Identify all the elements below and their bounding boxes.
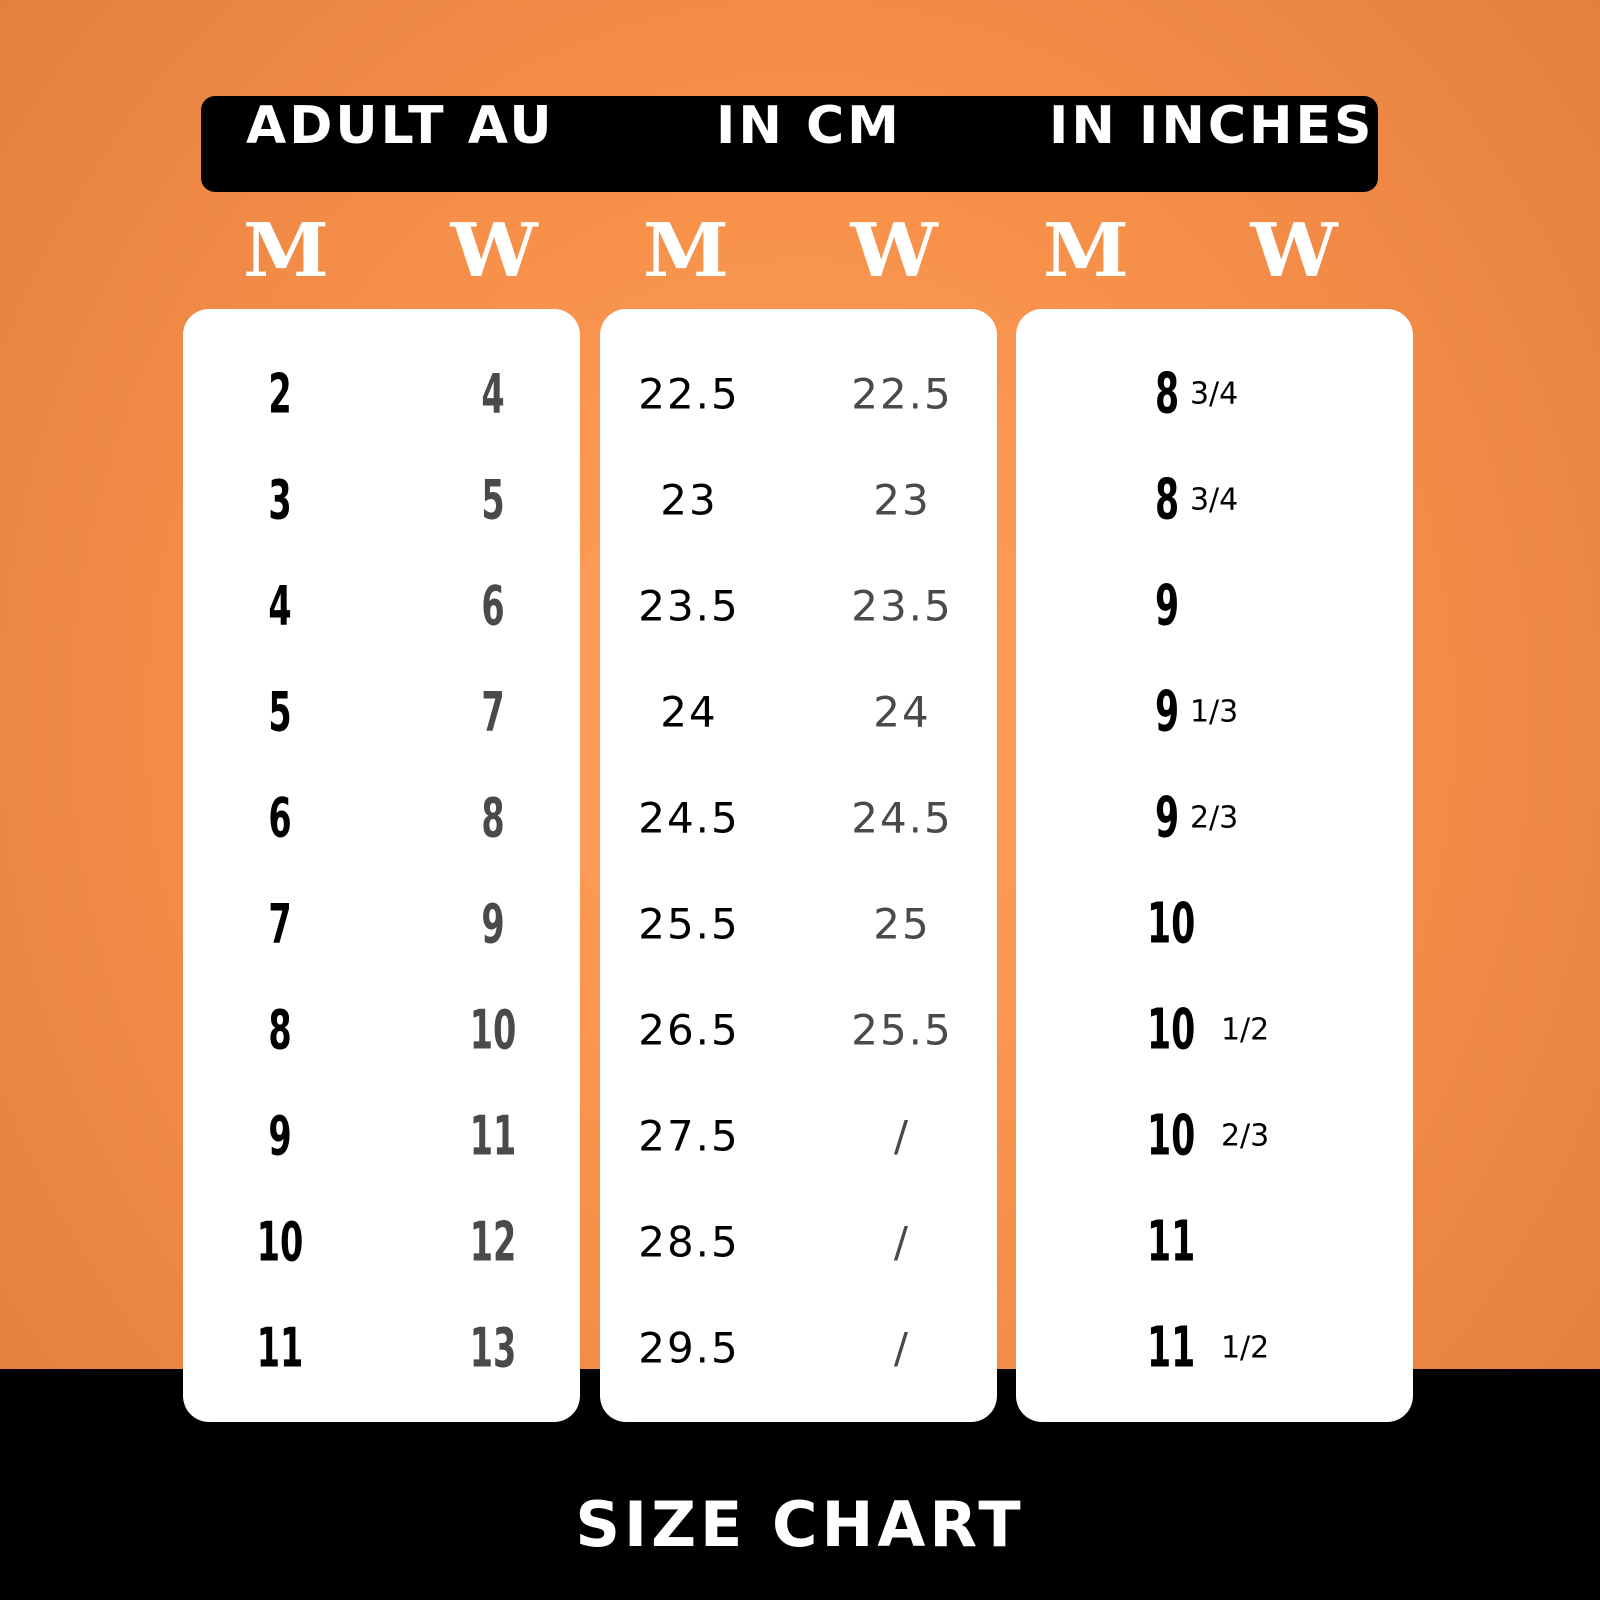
inches-fraction: 2/3 — [1189, 800, 1239, 836]
cm-m-value: 24.5 — [638, 793, 740, 843]
cm-w-value: / — [893, 1323, 911, 1373]
au-w-value: 13 — [469, 1316, 517, 1380]
inches-whole: 9 — [1155, 785, 1180, 851]
inches-whole: 9 — [1155, 679, 1180, 745]
subheader-w: W — [1250, 208, 1338, 294]
cm-w-value: / — [893, 1111, 911, 1161]
cm-m-value: 26.5 — [638, 1005, 740, 1055]
au-w-value: 4 — [481, 362, 505, 426]
au-w-value: 9 — [481, 892, 505, 956]
inches-whole: 10 — [1147, 997, 1196, 1063]
cm-m-value: 28.5 — [638, 1217, 740, 1267]
inches-value: 8 3/4 — [1155, 362, 1238, 427]
au-w-value: 8 — [481, 786, 505, 850]
cm-w-value: 24 — [873, 687, 931, 737]
inches-fraction: 1/3 — [1189, 694, 1239, 730]
inches-card — [1016, 309, 1413, 1422]
inches-whole: 10 — [1147, 1103, 1196, 1169]
au-m-value: 11 — [256, 1316, 304, 1380]
subheader-w: W — [450, 208, 538, 294]
cm-w-value: 23 — [873, 475, 931, 525]
size-chart-title: SIZE CHART — [575, 1488, 1025, 1561]
cm-m-value: 23 — [660, 475, 718, 525]
au-m-value: 9 — [268, 1104, 292, 1168]
inches-whole: 11 — [1147, 1209, 1196, 1275]
au-w-value: 11 — [469, 1104, 517, 1168]
cm-w-value: 25.5 — [851, 1005, 953, 1055]
inches-fraction: 2/3 — [1220, 1118, 1270, 1154]
au-m-value: 3 — [268, 468, 292, 532]
au-m-value: 6 — [268, 786, 292, 850]
subheader-m: M — [642, 208, 730, 294]
subheader-w: W — [850, 208, 938, 294]
cm-m-value: 22.5 — [638, 369, 740, 419]
cm-m-value: 29.5 — [638, 1323, 740, 1373]
au-m-value: 2 — [268, 362, 292, 426]
au-m-value: 4 — [268, 574, 292, 638]
au-m-value: 5 — [268, 680, 292, 744]
cm-card — [600, 309, 997, 1422]
inches-fraction: 1/2 — [1220, 1330, 1270, 1366]
inches-value: 11 1/2 — [1147, 1316, 1269, 1381]
inches-value: 9 2/3 — [1155, 786, 1238, 851]
header-in-inches: IN INCHES — [1049, 96, 1375, 156]
au-m-value: 7 — [268, 892, 292, 956]
au-m-value: 10 — [256, 1210, 304, 1274]
inches-value: 9 — [1155, 574, 1190, 639]
inches-fraction: 3/4 — [1189, 376, 1239, 412]
cm-w-value: 23.5 — [851, 581, 953, 631]
subheader-m: M — [1042, 208, 1130, 294]
cm-m-value: 25.5 — [638, 899, 740, 949]
au-w-value: 5 — [481, 468, 505, 532]
inches-value: 10 1/2 — [1147, 998, 1269, 1063]
au-w-value: 7 — [481, 680, 505, 744]
inches-whole: 8 — [1155, 467, 1180, 533]
inches-fraction: 3/4 — [1189, 482, 1239, 518]
cm-w-value: 25 — [873, 899, 931, 949]
inches-value: 11 — [1147, 1210, 1221, 1275]
au-w-value: 10 — [469, 998, 517, 1062]
cm-m-value: 23.5 — [638, 581, 740, 631]
inches-value: 10 2/3 — [1147, 1104, 1269, 1169]
cm-m-value: 24 — [660, 687, 718, 737]
header-bar: ADULT AU IN CM IN INCHES — [201, 96, 1378, 192]
inches-whole: 10 — [1147, 891, 1196, 957]
subheader-m: M — [242, 208, 330, 294]
header-in-cm: IN CM — [716, 96, 902, 156]
header-adult-au: ADULT AU — [246, 96, 555, 156]
au-w-value: 12 — [469, 1210, 517, 1274]
cm-m-value: 27.5 — [638, 1111, 740, 1161]
inches-value: 10 — [1147, 892, 1221, 957]
au-w-value: 6 — [481, 574, 505, 638]
au-m-value: 8 — [268, 998, 292, 1062]
au-card — [183, 309, 580, 1422]
inches-value: 8 3/4 — [1155, 468, 1238, 533]
inches-value: 9 1/3 — [1155, 680, 1238, 745]
inches-whole: 9 — [1155, 573, 1180, 639]
cm-w-value: 22.5 — [851, 369, 953, 419]
inches-whole: 8 — [1155, 361, 1180, 427]
cm-w-value: / — [893, 1217, 911, 1267]
cm-w-value: 24.5 — [851, 793, 953, 843]
inches-whole: 11 — [1147, 1315, 1196, 1381]
inches-fraction: 1/2 — [1220, 1012, 1270, 1048]
